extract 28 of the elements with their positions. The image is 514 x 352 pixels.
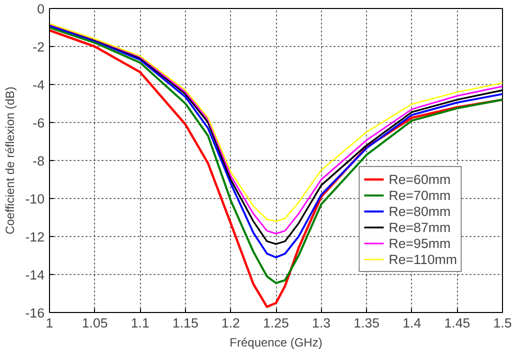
y-tick-label: -6 [32,116,45,130]
x-axis-title: Fréquence (GHz) [230,336,322,350]
x-tick-label: 1.2 [221,316,240,330]
x-tick-label: 1.25 [263,316,289,330]
legend-label: Re=110mm [388,251,457,267]
x-tick-label: 1.45 [444,316,470,330]
y-tick-label: -2 [32,40,45,54]
legend-label: Re=70mm [388,187,451,203]
legend-label: Re=87mm [388,219,451,235]
x-tick-label: 1.5 [493,316,512,330]
y-tick-label: -8 [32,154,45,168]
x-tick-label: 1.1 [130,316,150,330]
legend-label: Re=95mm [388,235,451,251]
y-tick-label: -14 [25,268,46,282]
x-tick-label: 1 [46,316,54,330]
y-tick-label: 0 [37,2,45,16]
x-tick-label: 1.35 [354,316,380,330]
y-tick-label: -12 [25,230,44,244]
y-tick-label: -4 [32,78,46,92]
legend-label: Re=60mm [388,171,451,187]
legend-label: Re=80mm [388,203,451,219]
x-tick-label: 1.15 [172,316,198,330]
y-tick-label: -16 [25,306,44,320]
y-tick-label: -10 [25,192,44,206]
x-tick-label: 1.05 [82,316,108,330]
x-tick-label: 1.4 [402,316,422,330]
x-tick-label: 1.3 [312,316,331,330]
y-axis-title: Coefficient de réflexion (dB) [3,86,18,234]
